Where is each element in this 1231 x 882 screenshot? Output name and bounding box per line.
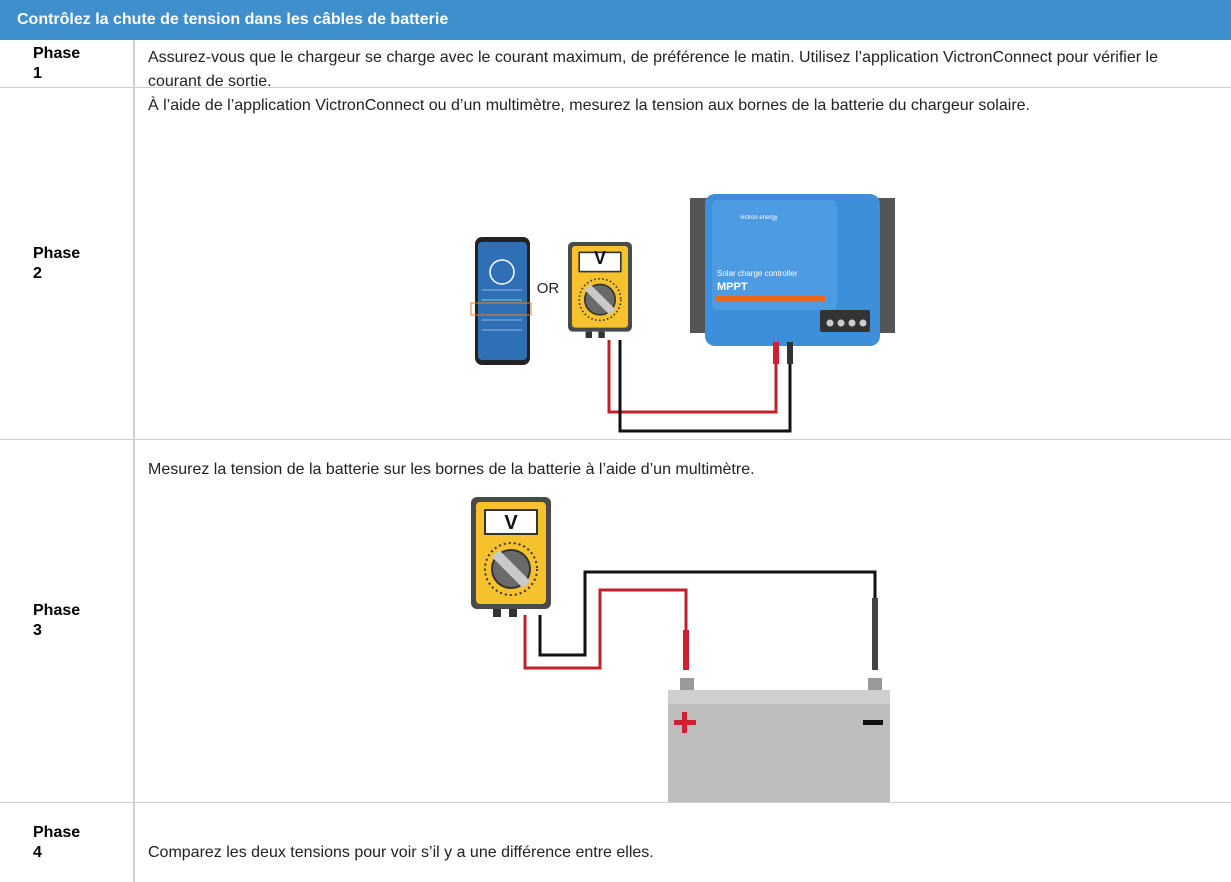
phone: [470, 237, 532, 365]
phase-cell: Phase 1: [0, 40, 135, 87]
row: Phase 3 Mesurez la tension de la batteri…: [0, 440, 1231, 803]
phase-label: Phase 1: [33, 44, 81, 82]
row: Phase 4 Comparez les deux tensions pour …: [0, 803, 1231, 882]
phase-label: Phase 2: [33, 244, 81, 282]
phase-label: Phase 3: [33, 602, 81, 639]
model-label: MPPT: [717, 281, 748, 293]
table-title: Contrôlez la chute de tension dans les c…: [0, 0, 1231, 40]
battery: [668, 678, 890, 802]
row-text: Comparez les deux tensions pour voir s’i…: [148, 844, 654, 861]
phase-label: Phase 4: [33, 823, 81, 861]
row-text: Mesurez la tension de la batterie sur le…: [148, 461, 755, 478]
or-label: OR: [537, 280, 560, 297]
meter-label: V: [504, 512, 518, 534]
row-text: À l’aide de l’application VictronConnect…: [148, 97, 1030, 114]
row-text: Assurez-vous que le chargeur se charge a…: [148, 49, 1158, 90]
brand: victron energy: [740, 215, 778, 221]
product-label: Solar charge controller: [717, 269, 798, 278]
phase-cell: Phase 4: [0, 803, 135, 882]
charge-controller: [690, 194, 895, 346]
row: Phase 2 À l’aide de l’application Victro…: [0, 88, 1231, 440]
row: Phase 1 Assurez-vous que le chargeur se …: [0, 40, 1231, 90]
phase-cell: Phase 3: [0, 440, 135, 802]
phase-cell: Phase 2: [0, 88, 135, 439]
meter-label: V: [594, 248, 606, 268]
